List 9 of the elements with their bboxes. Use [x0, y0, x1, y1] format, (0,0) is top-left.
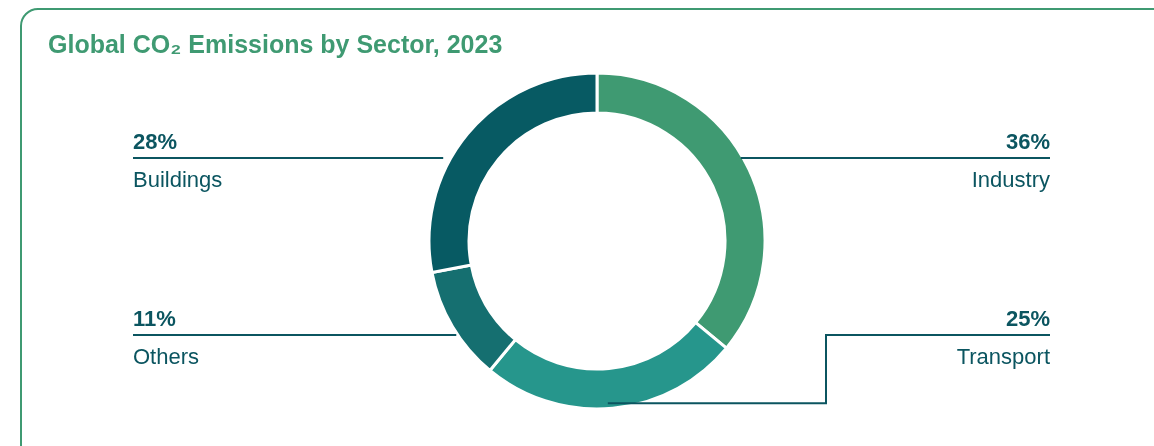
data-label: 25% — [1005, 306, 1050, 331]
data-label: 28% — [133, 129, 178, 154]
chart-title: Global CO₂ Emissions by Sector, 2023 — [48, 30, 503, 59]
slice-label: Industry — [971, 167, 1050, 192]
data-label: 36% — [1005, 129, 1050, 154]
data-label: 11% — [133, 306, 176, 331]
slice-label: Others — [133, 344, 200, 369]
slice-label: Buildings — [133, 167, 223, 192]
slice-label: Transport — [956, 344, 1050, 369]
